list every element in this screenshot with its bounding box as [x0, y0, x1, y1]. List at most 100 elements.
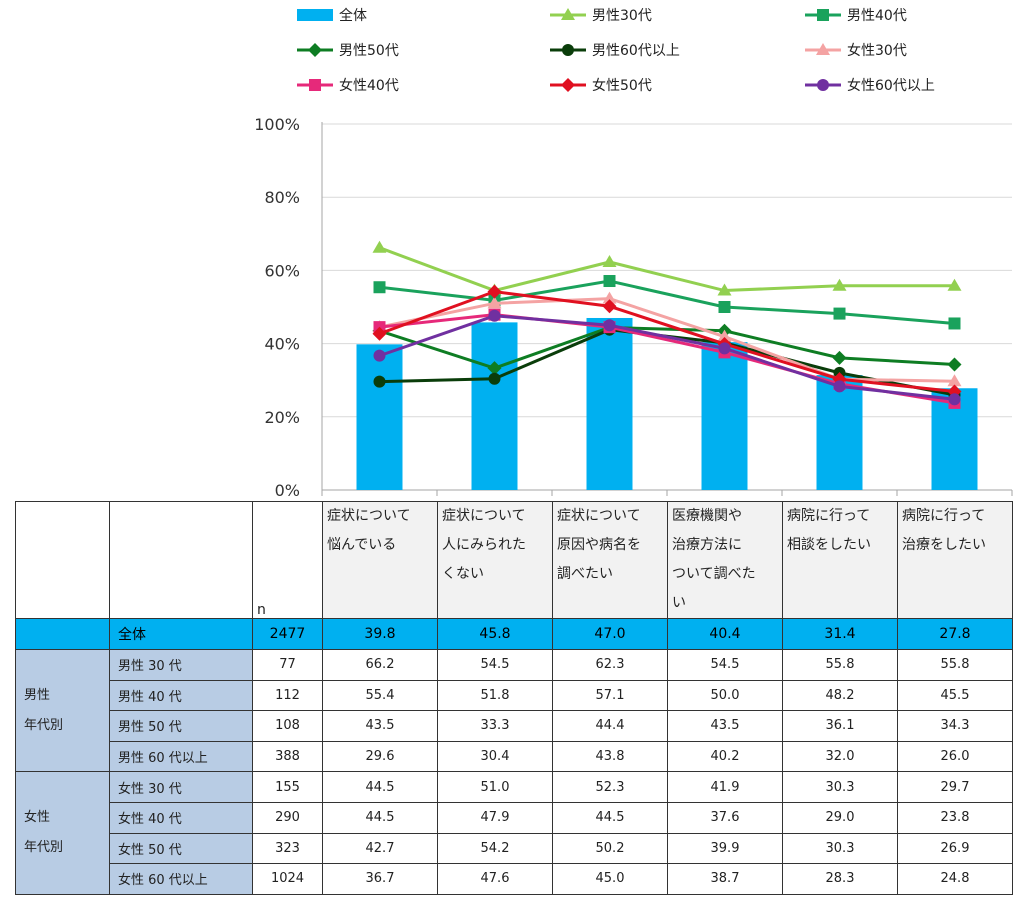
- question-line: 病院に行って: [902, 508, 986, 524]
- series-1-point-4: [717, 283, 732, 296]
- y-tick-label: 60%: [264, 261, 300, 280]
- question-line: ついて調べた: [672, 566, 756, 582]
- row-label: 男性 30 代: [109, 649, 253, 681]
- row-value-3: 45.0: [552, 863, 668, 895]
- legend-item: 男性50代: [297, 43, 399, 59]
- row-value-6: 45.5: [897, 679, 1013, 712]
- legend-item: 女性50代: [550, 77, 652, 94]
- row-value-1: 36.7: [322, 863, 438, 895]
- row-n: 112: [252, 679, 323, 712]
- row-value-4: 38.7: [667, 863, 783, 895]
- row-value-4: 40.2: [667, 740, 783, 773]
- row-value-2: 51.8: [437, 679, 553, 712]
- series-1-point-3: [602, 254, 617, 267]
- row-value-1: 42.7: [322, 832, 438, 865]
- row-value-5: 30.3: [782, 832, 898, 865]
- legend-marker: [817, 79, 829, 91]
- legend-item: 全体: [297, 7, 367, 24]
- question-header-3: 症状について 原因や病名を 調べたい: [552, 501, 668, 619]
- row-n: 108: [252, 710, 323, 742]
- legend-marker: [561, 78, 575, 92]
- row-value-3: 50.2: [552, 832, 668, 865]
- question-header-2: 症状について 人にみられた くない: [437, 501, 553, 619]
- row-value-3: 43.8: [552, 740, 668, 773]
- series-7-point-2: [487, 284, 502, 299]
- bar-3: [586, 317, 633, 490]
- row-value-4: 43.5: [667, 710, 783, 742]
- series-5-point-4: [717, 329, 732, 342]
- legend-label: 全体: [339, 7, 367, 24]
- total-value-2: 45.8: [437, 618, 553, 650]
- total-value-6: 27.8: [897, 618, 1013, 650]
- header-blank: [15, 501, 110, 619]
- legend-label: 女性40代: [339, 77, 399, 94]
- series-3-point-6: [947, 357, 962, 372]
- group-label: 男性 年代別: [15, 648, 110, 773]
- row-value-2: 54.2: [437, 832, 553, 865]
- legend-label: 女性50代: [592, 77, 652, 94]
- row-value-5: 29.0: [782, 801, 898, 834]
- y-tick-label: 40%: [264, 335, 300, 354]
- legend-marker: [816, 43, 830, 55]
- data-table: n 症状について 悩んでいる 症状について 人にみられた くない 症状について 原因や病名を調…: [15, 501, 1013, 895]
- question-line: 症状について: [442, 508, 526, 524]
- series-1-point-6: [947, 278, 962, 291]
- row-label: 女性 50 代: [109, 832, 253, 865]
- y-tick-label: 80%: [264, 188, 300, 207]
- total-value-5: 31.4: [782, 618, 898, 650]
- row-label: 男性 40 代: [109, 679, 253, 712]
- row-value-3: 52.3: [552, 771, 668, 803]
- series-line-1: [378, 246, 955, 293]
- y-tick-label: 0%: [275, 481, 300, 500]
- row-value-2: 54.5: [437, 649, 553, 681]
- series-8-point-6: [948, 393, 961, 406]
- question-line: 症状について: [557, 508, 641, 524]
- series-7-point-3: [602, 299, 617, 314]
- bar-2: [471, 322, 518, 490]
- row-label: 女性 40 代: [109, 801, 253, 834]
- row-value-6: 26.9: [897, 832, 1013, 865]
- series-3-point-5: [832, 350, 847, 365]
- series-5-point-6: [947, 374, 962, 387]
- row-value-3: 44.5: [552, 801, 668, 834]
- legend-label: 男性30代: [592, 8, 652, 24]
- question-line: い: [672, 595, 686, 611]
- row-value-1: 44.5: [322, 801, 438, 834]
- row-value-2: 30.4: [437, 740, 553, 773]
- y-tick-label: 100%: [254, 115, 300, 134]
- row-value-1: 44.5: [322, 771, 438, 803]
- series-2-point-5: [833, 307, 846, 320]
- legend-swatch: [297, 9, 333, 21]
- question-line: 医療機関や: [672, 508, 742, 524]
- total-value-1: 39.8: [322, 618, 438, 650]
- row-label: 男性 50 代: [109, 710, 253, 742]
- row-value-5: 36.1: [782, 710, 898, 742]
- legend-item: 女性60代以上: [805, 77, 935, 94]
- question-line: 相談をしたい: [787, 537, 871, 553]
- row-value-4: 50.0: [667, 679, 783, 712]
- row-value-4: 41.9: [667, 771, 783, 803]
- total-value-3: 47.0: [552, 618, 668, 650]
- question-line: くない: [442, 566, 484, 582]
- series-4-point-2: [488, 372, 501, 385]
- row-value-3: 44.4: [552, 710, 668, 742]
- legend-marker: [309, 79, 321, 91]
- total-label: 全体: [109, 618, 253, 650]
- row-value-4: 37.6: [667, 801, 783, 834]
- legend-label: 男性40代: [847, 8, 907, 24]
- row-value-6: 23.8: [897, 801, 1013, 834]
- row-value-2: 51.0: [437, 771, 553, 803]
- group-label-line: 女性: [24, 810, 51, 826]
- row-value-5: 30.3: [782, 771, 898, 803]
- series-5-point-3: [602, 291, 617, 304]
- question-header-4: 医療機関や 治療方法に ついて調べたい: [667, 501, 783, 619]
- series-line-6: [379, 313, 955, 405]
- legend-marker: [817, 9, 829, 21]
- series-8-point-5: [833, 380, 846, 393]
- row-value-5: 55.8: [782, 649, 898, 681]
- bar-1: [356, 344, 403, 490]
- series-8-point-1: [373, 349, 386, 362]
- series-3-point-2: [487, 361, 502, 376]
- total-n: 2477: [252, 618, 323, 650]
